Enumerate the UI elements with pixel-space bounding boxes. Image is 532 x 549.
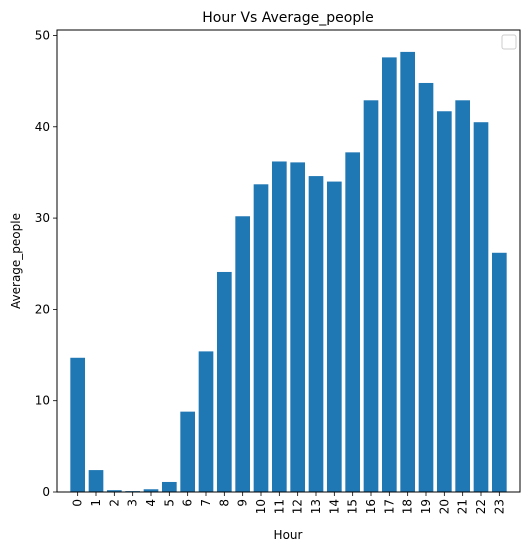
y-axis-label: Average_people (9, 213, 23, 309)
y-tick-label: 0 (42, 485, 50, 499)
x-tick-label: 2 (107, 499, 121, 507)
bar-hour-20 (437, 111, 452, 492)
y-tick-label: 30 (35, 211, 50, 225)
bar-hour-12 (290, 162, 305, 492)
x-tick-label: 18 (401, 499, 415, 514)
chart-title: Hour Vs Average_people (202, 10, 373, 26)
legend-box (501, 34, 517, 50)
bar-hour-10 (253, 184, 269, 493)
x-tick-label: 23 (492, 499, 506, 514)
bar-hour-4 (143, 489, 159, 492)
y-axis-ticks: 0 10 20 30 40 50 (35, 28, 57, 499)
x-tick-label: 21 (456, 499, 470, 514)
bar-hour-14 (327, 181, 342, 492)
bar-hour-5 (162, 481, 177, 492)
bar-hour-7 (198, 351, 214, 492)
x-tick-label: 17 (382, 499, 396, 514)
plot-frame (56, 29, 521, 493)
bar-hour-6 (180, 411, 195, 492)
y-tick-label: 10 (35, 394, 50, 408)
bars-group (70, 51, 507, 493)
x-tick-label: 10 (254, 499, 268, 514)
bar-hour-2 (107, 490, 122, 492)
y-tick-label: 20 (35, 302, 50, 316)
x-tick-label: 3 (126, 499, 140, 507)
x-tick-label: 14 (327, 499, 341, 514)
bar-hour-16 (363, 100, 379, 493)
x-tick-label: 15 (346, 499, 360, 514)
bar-hour-22 (473, 122, 489, 492)
bar-hour-1 (88, 470, 104, 492)
x-tick-label: 7 (199, 499, 213, 507)
bar-hour-8 (217, 271, 232, 492)
bar-hour-18 (400, 51, 415, 492)
x-tick-label: 20 (437, 499, 451, 514)
bar-hour-23 (492, 252, 507, 492)
x-tick-label: 6 (181, 499, 195, 507)
x-tick-label: 8 (217, 499, 231, 507)
bar-hour-15 (345, 152, 360, 492)
y-tick-label: 40 (35, 120, 50, 134)
bar-hour-21 (455, 100, 470, 493)
x-tick-label: 19 (419, 499, 433, 514)
x-axis-ticks: 0 1 2 3 4 5 6 7 8 9 10 11 12 13 14 15 16 17 18 19 20 21 22 23 (71, 492, 506, 514)
x-tick-label: 5 (162, 499, 176, 507)
x-tick-label: 1 (89, 499, 103, 507)
x-tick-label: 4 (144, 499, 158, 507)
x-tick-label: 0 (71, 499, 85, 507)
y-tick-label: 50 (35, 28, 50, 42)
bar-hour-0 (70, 357, 85, 492)
x-axis-label: Hour (274, 528, 303, 542)
bar-hour-13 (308, 176, 324, 492)
bar-hour-17 (382, 57, 397, 492)
bar-hour-19 (418, 82, 434, 493)
x-tick-label: 9 (236, 499, 250, 507)
x-tick-label: 11 (272, 499, 286, 514)
x-tick-label: 12 (291, 499, 305, 514)
x-tick-label: 22 (474, 499, 488, 514)
bar-hour-9 (235, 216, 250, 492)
x-tick-label: 16 (364, 499, 378, 514)
x-tick-label: 13 (309, 499, 323, 514)
bar-hour-11 (272, 161, 287, 493)
